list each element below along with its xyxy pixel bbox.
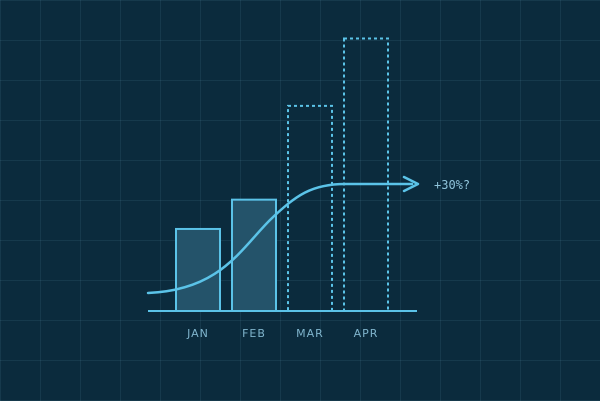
- projected-bar-apr: [343, 37, 389, 312]
- trend-arrow-icon: [402, 175, 420, 193]
- trend-curve: [146, 182, 414, 295]
- bar-jan: [175, 227, 221, 313]
- x-tick-label-feb: FEB: [242, 327, 266, 340]
- x-tick-label-mar: MAR: [296, 327, 324, 340]
- projected-bar-mar: [287, 104, 333, 313]
- projection-annotation: +30%?: [434, 178, 470, 192]
- x-tick-label-jan: JAN: [186, 327, 209, 340]
- bar-feb: [231, 198, 277, 312]
- x-tick-label-apr: APR: [354, 327, 379, 340]
